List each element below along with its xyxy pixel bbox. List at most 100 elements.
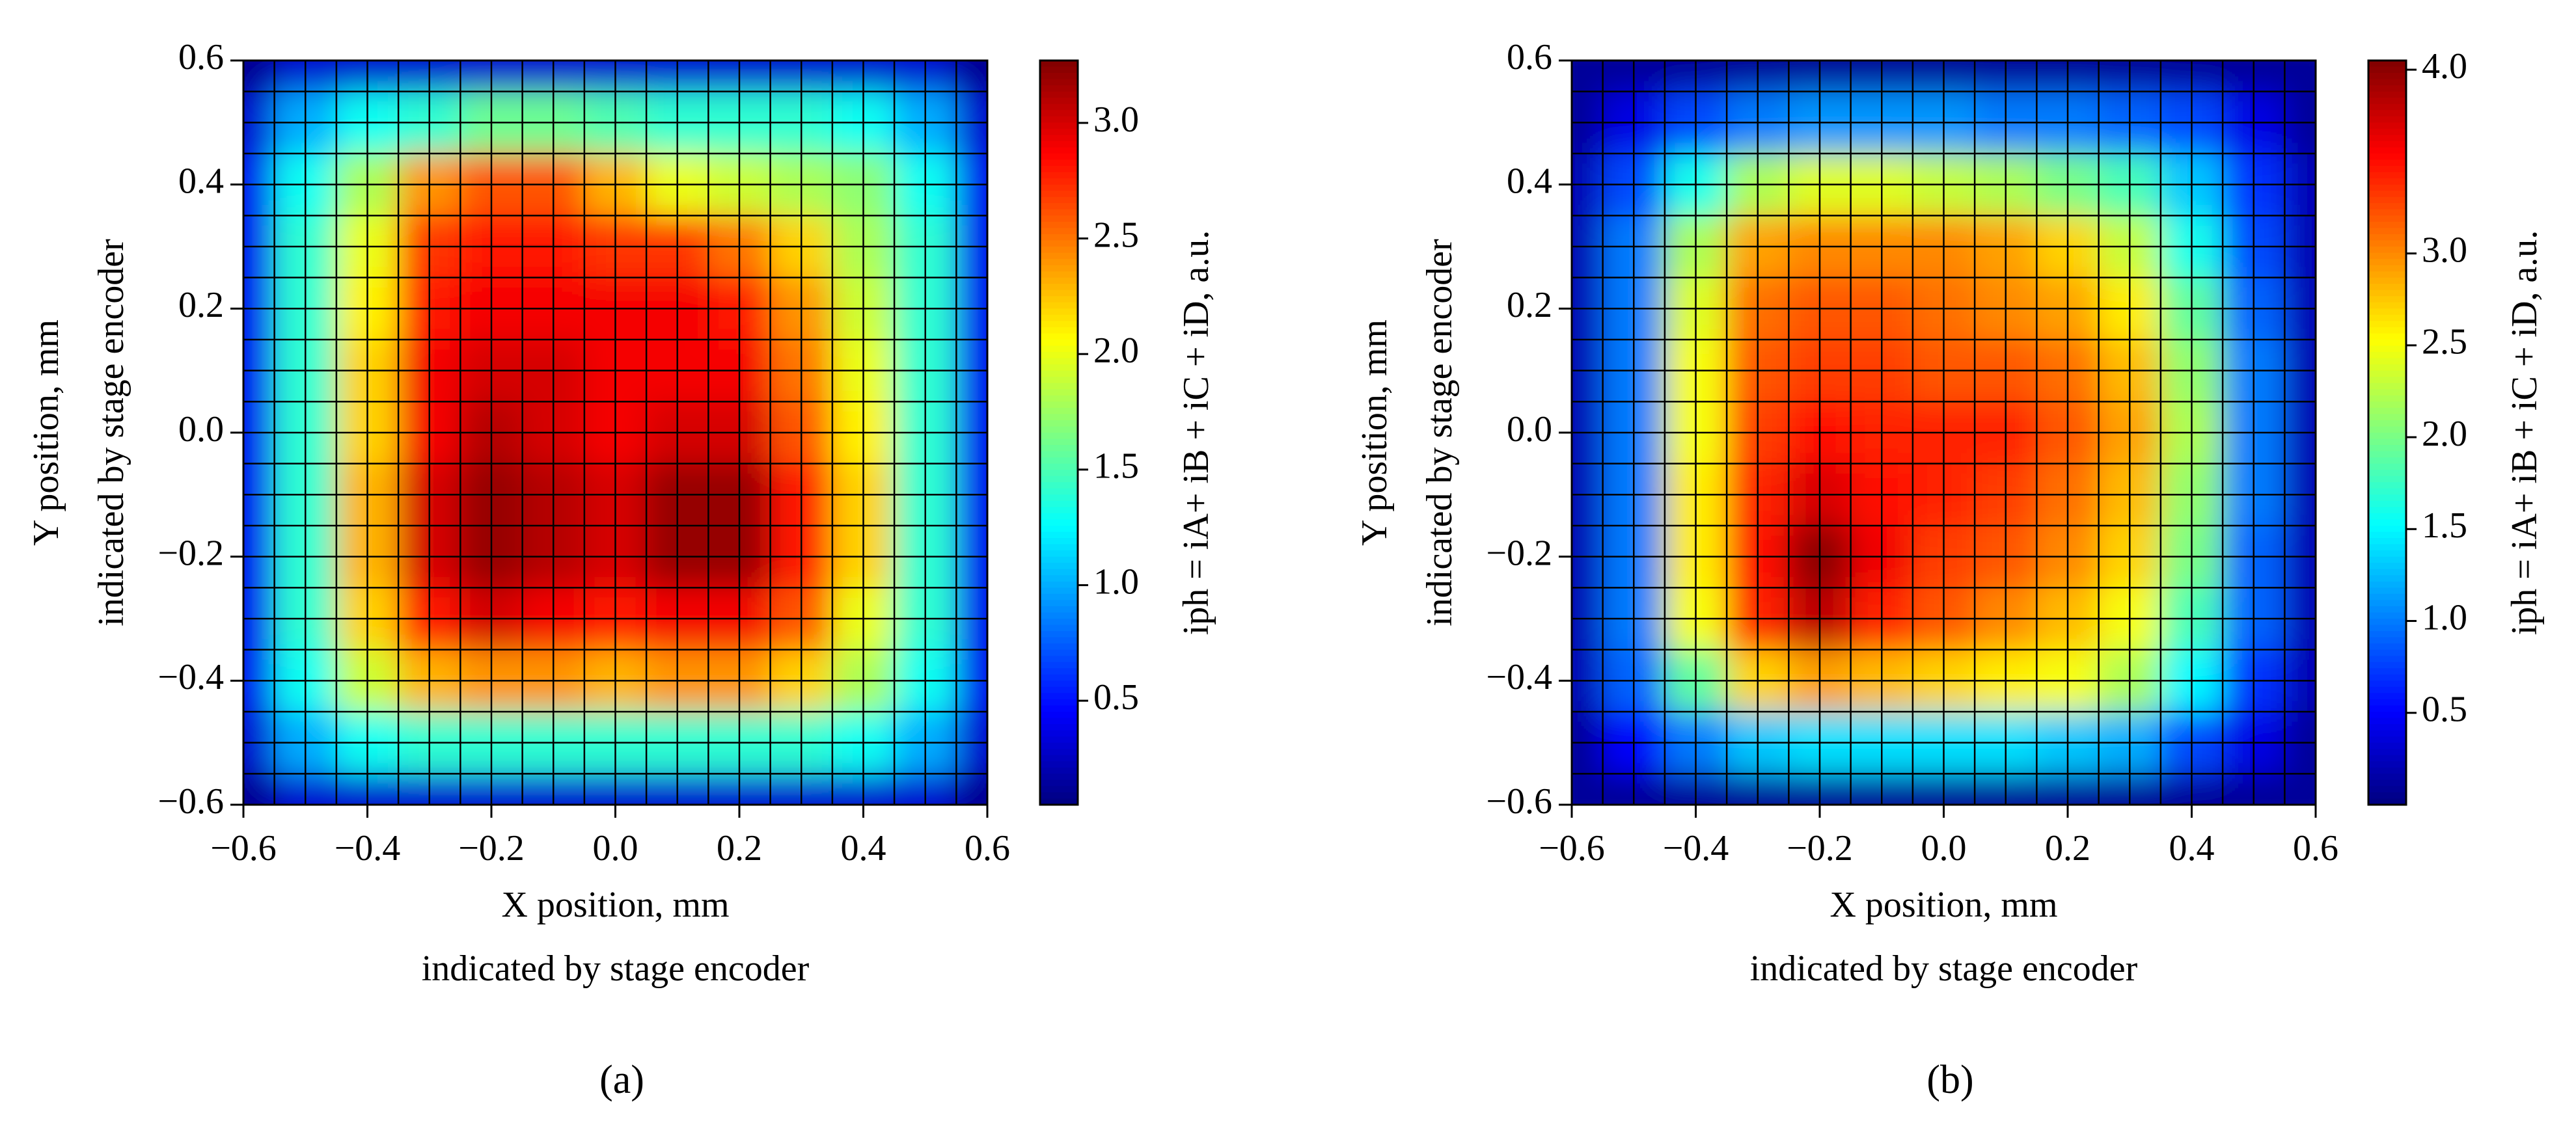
colorbar-swatch xyxy=(2368,736,2406,744)
heat-cell xyxy=(2284,773,2316,805)
colorbar-swatch xyxy=(2368,228,2406,235)
colorbar-swatch xyxy=(1040,321,1078,328)
colorbar-swatch xyxy=(1040,215,1078,222)
colorbar-swatch xyxy=(2368,538,2406,545)
colorbar-swatch xyxy=(2368,135,2406,142)
colorbar-swatch xyxy=(2368,234,2406,241)
colorbar-swatch xyxy=(1040,284,1078,291)
colorbar-swatch xyxy=(1040,154,1078,161)
colorbar-swatch xyxy=(1040,500,1078,508)
colorbar-swatch xyxy=(1040,271,1078,278)
panel-label: (b) xyxy=(1926,1058,1973,1102)
colorbar-swatch xyxy=(1040,563,1078,570)
colorbar-swatch xyxy=(1040,656,1078,663)
colorbar-swatch xyxy=(2368,103,2406,111)
colorbar-swatch xyxy=(2368,184,2406,192)
x-tick-label: 0.4 xyxy=(841,828,886,868)
colorbar-swatch xyxy=(1040,736,1078,744)
heat-cell xyxy=(243,61,275,92)
colorbar-swatch xyxy=(1040,600,1078,607)
colorbar-swatch xyxy=(2368,649,2406,657)
colorbar-swatch xyxy=(2368,414,2406,421)
y-axis-label: Y position, mm xyxy=(1354,319,1395,546)
heat-cell xyxy=(955,61,987,92)
colorbar-swatch xyxy=(2368,674,2406,682)
y-tick-label: 0.0 xyxy=(178,409,224,450)
y-tick-label: 0.4 xyxy=(1507,161,1552,202)
colorbar-swatch xyxy=(1040,364,1078,371)
colorbar-swatch xyxy=(2368,141,2406,148)
colorbar-swatch xyxy=(1040,358,1078,366)
colorbar-swatch xyxy=(2368,154,2406,161)
colorbar-swatch xyxy=(1040,662,1078,669)
colorbar-swatch xyxy=(1040,538,1078,545)
colorbar-swatch xyxy=(2368,370,2406,378)
colorbar-swatch xyxy=(2368,593,2406,601)
colorbar-swatch xyxy=(2368,122,2406,129)
x-tick-label: 0.0 xyxy=(593,828,638,868)
x-tick-label: 0.0 xyxy=(1921,828,1967,868)
x-tick-label: −0.4 xyxy=(1663,828,1729,868)
colorbar-swatch xyxy=(1040,507,1078,514)
colorbar-swatch xyxy=(1040,606,1078,613)
colorbar-swatch xyxy=(1040,494,1078,502)
x-axis-label: X position, mm xyxy=(501,885,729,925)
colorbar-swatch xyxy=(2368,79,2406,87)
colorbar-tick-label: 2.5 xyxy=(2422,322,2467,362)
colorbar-swatch xyxy=(2368,247,2406,254)
x-tick-label: −0.2 xyxy=(1787,828,1853,868)
colorbar-swatch xyxy=(1040,116,1078,124)
colorbar-frame xyxy=(1039,59,1079,806)
colorbar-swatch xyxy=(2368,302,2406,310)
colorbar-swatch xyxy=(1040,209,1078,217)
colorbar-swatch xyxy=(2368,643,2406,651)
heat-cell xyxy=(2284,61,2316,92)
colorbar-swatch xyxy=(1040,786,1078,793)
y-tick-label: 0.2 xyxy=(1507,285,1552,325)
x-tick-label: 0.2 xyxy=(717,828,762,868)
colorbar-swatch xyxy=(1040,476,1078,483)
colorbar-swatch xyxy=(1040,761,1078,768)
colorbar-swatch xyxy=(1040,340,1078,347)
colorbar-swatch xyxy=(2368,668,2406,675)
colorbar-swatch xyxy=(1040,103,1078,111)
colorbar-swatch xyxy=(1040,619,1078,626)
y-tick-label: −0.2 xyxy=(1486,533,1552,574)
colorbar-swatch xyxy=(2368,544,2406,552)
x-tick-label: 0.6 xyxy=(2293,828,2338,868)
colorbar-swatch xyxy=(2368,61,2406,68)
colorbar-swatch xyxy=(2368,680,2406,688)
colorbar-swatch xyxy=(2368,116,2406,124)
colorbar-swatch xyxy=(2368,712,2406,719)
colorbar-swatch xyxy=(1040,259,1078,266)
colorbar-swatch xyxy=(1040,302,1078,310)
colorbar-swatch xyxy=(1040,79,1078,87)
colorbar-swatch xyxy=(1040,401,1078,409)
colorbar-swatch xyxy=(2368,85,2406,92)
colorbar-swatch xyxy=(2368,265,2406,273)
x-tick-label: 0.4 xyxy=(2169,828,2215,868)
x-axis-label: indicated by stage encoder xyxy=(422,948,810,989)
colorbar-swatch xyxy=(2368,575,2406,582)
colorbar-swatch xyxy=(2368,401,2406,409)
colorbar-swatch xyxy=(1040,581,1078,589)
colorbar-swatch xyxy=(2368,110,2406,117)
colorbar-swatch xyxy=(2368,128,2406,136)
colorbar-swatch xyxy=(1040,66,1078,74)
chart: −0.6 −0.4 −0.2 0.0 0.2 0.4 0.6 −0.6 −0.4 −0.2 0.0 0… xyxy=(1354,37,2545,1102)
colorbar-swatch xyxy=(1040,755,1078,762)
y-tick-label: 0.0 xyxy=(1507,409,1552,450)
colorbar-swatch xyxy=(1040,159,1078,167)
colorbar-swatch xyxy=(2368,507,2406,514)
colorbar-swatch xyxy=(1040,228,1078,235)
colorbar-swatch xyxy=(2368,457,2406,464)
colorbar-swatch xyxy=(2368,73,2406,80)
colorbar-swatch xyxy=(1040,724,1078,731)
colorbar-swatch xyxy=(1040,699,1078,706)
colorbar-swatch xyxy=(1040,383,1078,390)
colorbar-swatch xyxy=(2368,476,2406,483)
colorbar-swatch xyxy=(1040,718,1078,725)
colorbar-label: iph = iA+ iB + iC + iD, a.u. xyxy=(2504,230,2545,636)
colorbar-swatch xyxy=(1040,643,1078,651)
